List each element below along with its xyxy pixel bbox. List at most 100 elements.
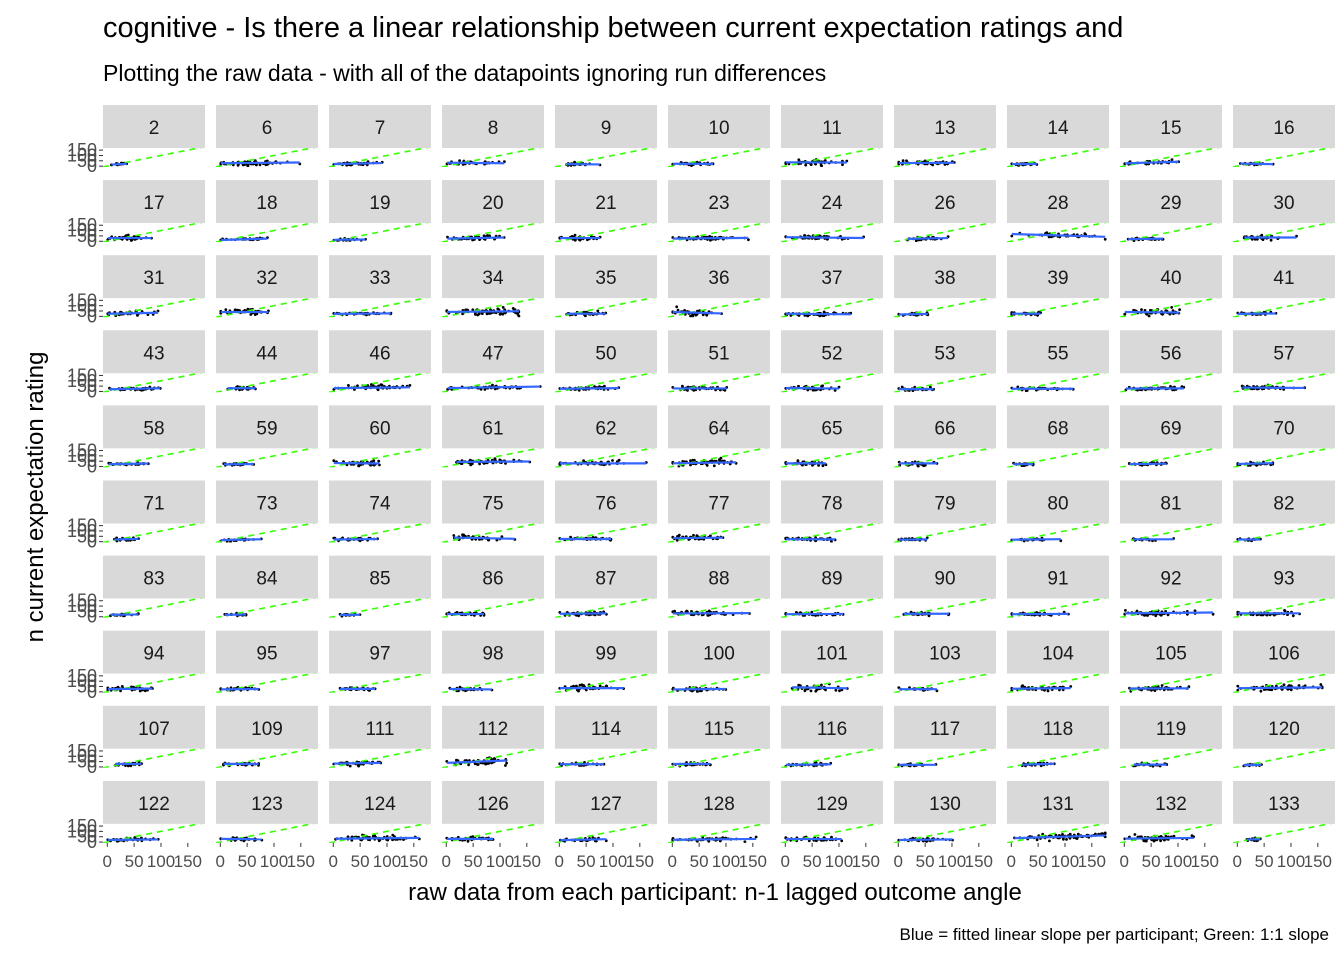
y-tick-label: 150: [67, 290, 97, 310]
facet-strip: [103, 780, 205, 824]
facet-panel: 106: [1233, 630, 1335, 693]
facet-strip: [329, 105, 431, 148]
facet-panel: 101: [781, 630, 883, 693]
data-point: [821, 464, 825, 468]
facet-panel: 117: [894, 705, 996, 768]
panel-marks: [216, 598, 316, 618]
facet-panel: 119: [1120, 705, 1222, 768]
data-point: [1270, 688, 1274, 692]
facet-panel: 97: [329, 630, 431, 693]
panel-marks: [442, 823, 542, 843]
x-tick-label: 100: [486, 852, 514, 871]
x-tick-label: 150: [513, 852, 541, 871]
facet-panel: 81: [1120, 480, 1222, 543]
facet-strip: [894, 705, 996, 749]
fitted-slope-line: [108, 462, 149, 466]
data-point: [376, 388, 380, 392]
facet-label: 100: [703, 644, 735, 665]
x-tick-label: 100: [147, 852, 175, 871]
data-point: [754, 835, 758, 839]
panel-marks: [1120, 148, 1220, 167]
data-point: [458, 159, 461, 163]
panel-marks: [329, 823, 429, 843]
facet-strip: [1120, 555, 1222, 599]
data-point: [499, 312, 503, 315]
facet-label: 69: [1160, 418, 1181, 439]
facet-panel: 38: [894, 255, 996, 318]
data-point: [357, 464, 361, 467]
panel-marks: [555, 748, 655, 768]
facet-label: 7: [375, 118, 386, 139]
panel-marks: [894, 748, 994, 768]
panel-marks: [216, 373, 316, 393]
panel-marks: [329, 523, 429, 543]
facet-panel: 74: [329, 480, 431, 543]
panel-marks: [781, 598, 881, 618]
data-point: [573, 238, 577, 242]
x-tick-label: 50: [577, 852, 596, 871]
facet-label: 59: [256, 418, 277, 439]
panel-marks: [216, 448, 316, 468]
facet-strip: [781, 330, 883, 374]
facet-strip: [329, 630, 431, 674]
x-tick-label: 100: [599, 852, 627, 871]
panel-marks: [781, 748, 881, 768]
facet-label: 55: [1047, 343, 1068, 364]
facet-label: 119: [1156, 719, 1186, 740]
panel-marks: [781, 448, 881, 468]
data-point: [1297, 684, 1301, 687]
facet-strip: [1120, 330, 1222, 374]
facet-panel: 57: [1233, 330, 1335, 393]
facet-label: 24: [821, 193, 843, 214]
facet-strip: [442, 555, 544, 599]
facet-strip: [329, 330, 431, 374]
facet-strip: [329, 480, 431, 524]
facet-panel: 99: [555, 630, 657, 693]
panel-marks: [555, 673, 655, 693]
facet-panel: 105: [1120, 630, 1222, 693]
facet-panel: 16: [1233, 105, 1335, 167]
data-point: [927, 614, 931, 618]
facet-strip: [329, 705, 431, 749]
facet-strip: [894, 255, 996, 299]
facet-label: 44: [256, 343, 278, 364]
x-tick-label: 50: [690, 852, 709, 871]
facet-label: 127: [590, 794, 622, 815]
facet-label: 95: [256, 644, 277, 665]
facet-label: 86: [482, 569, 503, 590]
panel-marks: [1120, 523, 1220, 543]
panel-marks: [1233, 673, 1333, 693]
facet-label: 56: [1160, 343, 1181, 364]
y-tick-label: 0: [87, 457, 97, 477]
facet-label: 51: [708, 343, 729, 364]
fitted-slope-line: [333, 312, 391, 316]
facet-strip: [894, 630, 996, 674]
data-point: [689, 459, 692, 463]
fitted-slope-line: [220, 237, 268, 242]
panel-marks: [781, 673, 881, 693]
facet-panel: 50: [555, 330, 657, 393]
facet-strip: [555, 180, 657, 224]
facet-label: 118: [1043, 719, 1073, 740]
facet-panel: 40: [1120, 255, 1222, 318]
panel-marks: [442, 673, 542, 693]
facet-strip: [555, 330, 657, 374]
y-tick-label: 0: [87, 156, 97, 176]
facet-label: 105: [1155, 644, 1187, 665]
x-tick-label: 0: [781, 852, 790, 871]
facet-panel: 95: [216, 630, 318, 693]
data-point: [747, 238, 750, 242]
x-tick-label: 0: [329, 852, 338, 871]
facet-label: 23: [708, 193, 729, 214]
fitted-slope-line: [1124, 310, 1180, 314]
panel-marks: [442, 448, 542, 468]
x-tick-label: 0: [555, 852, 564, 871]
facet-panel: 84: [216, 555, 318, 618]
data-point: [1274, 684, 1278, 688]
facet-panel: 100: [668, 630, 770, 693]
facet-strip: [1120, 255, 1222, 299]
facet-label: 28: [1047, 193, 1068, 214]
data-point: [452, 534, 456, 537]
